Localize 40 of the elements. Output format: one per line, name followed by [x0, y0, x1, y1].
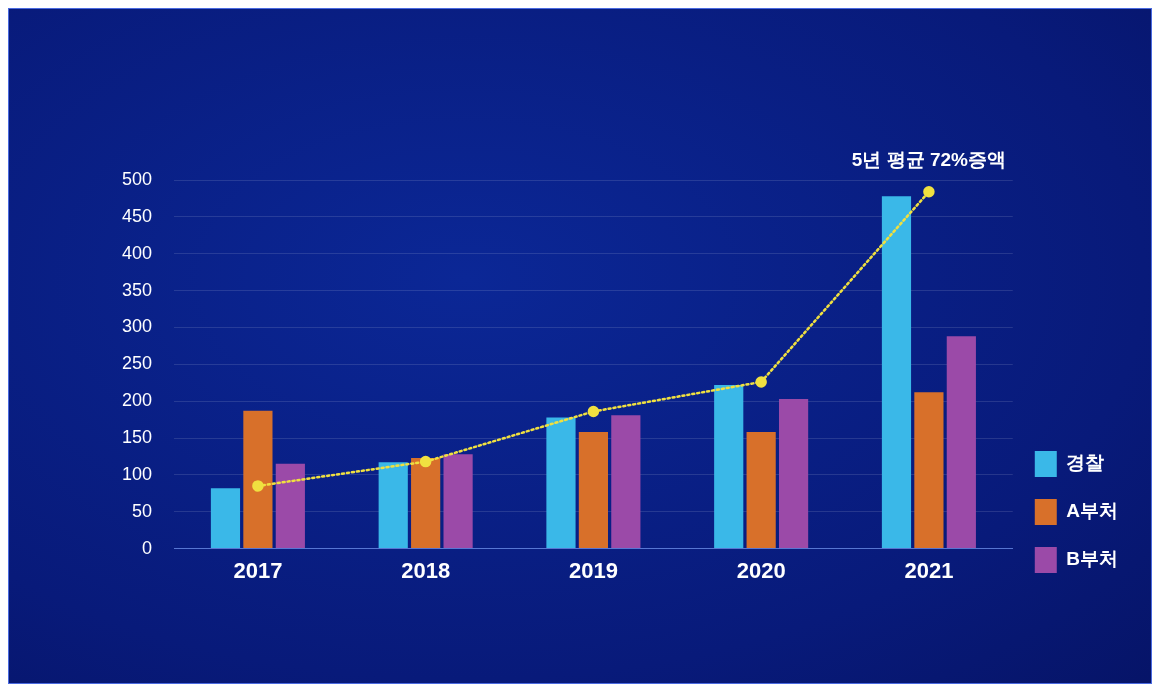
y-tick-label: 300 — [121, 316, 153, 337]
legend-label: A부처 — [1066, 500, 1119, 522]
x-tick-label: 2018 — [401, 557, 451, 583]
y-tick-label: 450 — [121, 205, 153, 226]
bar — [914, 392, 944, 549]
bar — [275, 463, 305, 549]
x-tick-label: 2020 — [736, 557, 786, 583]
y-tick-label: 250 — [121, 353, 153, 374]
bar — [611, 415, 641, 549]
legend-label: B부처 — [1066, 548, 1119, 570]
bar — [714, 384, 744, 549]
y-tick-label: 0 — [142, 537, 153, 558]
bar — [881, 196, 912, 549]
bar — [411, 457, 441, 549]
bar — [210, 488, 241, 549]
point — [419, 455, 432, 468]
bar — [778, 398, 809, 549]
bar — [546, 417, 576, 549]
bar — [443, 454, 473, 549]
y-tick-label: 50 — [132, 500, 153, 521]
y-tick-label: 400 — [121, 242, 153, 263]
y-tick-label: 100 — [121, 463, 153, 484]
bar — [946, 336, 976, 549]
bar — [746, 432, 776, 549]
point — [755, 376, 767, 388]
point — [587, 405, 600, 418]
legend-label: 경찰 — [1066, 452, 1105, 474]
y-tick-label: 350 — [121, 279, 153, 300]
x-tick-label: 2017 — [233, 557, 283, 583]
bar — [378, 462, 408, 549]
y-tick-label: 500 — [121, 168, 153, 189]
point — [252, 480, 264, 492]
bar — [578, 432, 608, 549]
x-tick-label: 2019 — [568, 557, 618, 583]
y-tick-label: 150 — [121, 426, 153, 447]
bar — [243, 410, 273, 549]
annotation: 5년 평균 72%증액 — [851, 148, 1006, 170]
point — [923, 186, 935, 198]
x-tick-label: 2021 — [904, 557, 954, 583]
y-tick-label: 200 — [121, 390, 153, 411]
